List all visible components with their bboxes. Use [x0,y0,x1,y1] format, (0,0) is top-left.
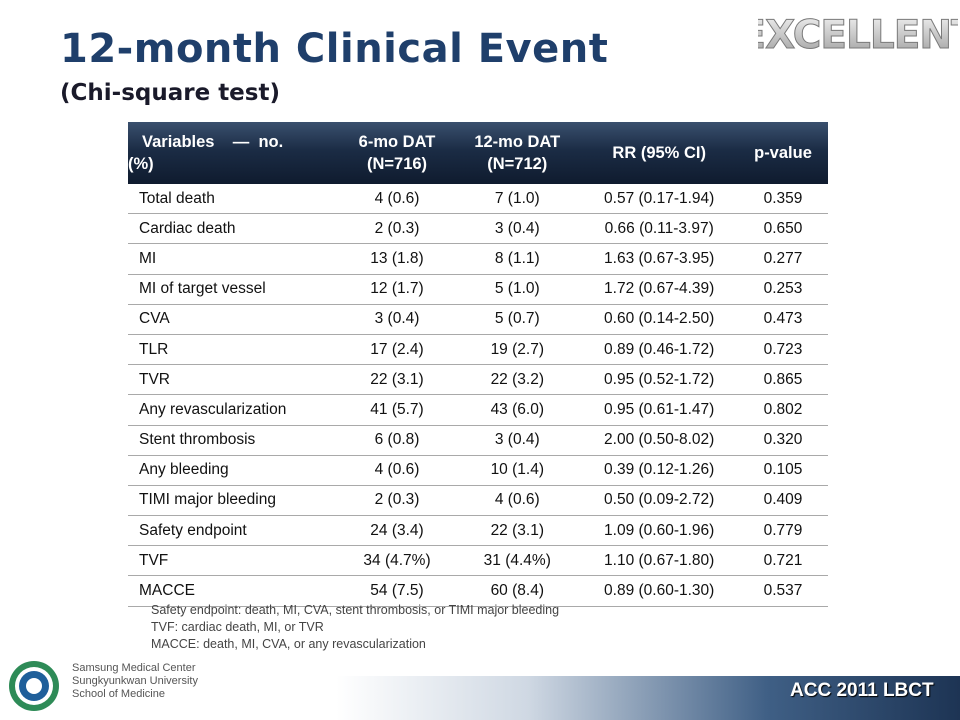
excellent-logo: EXCELLENT [758,13,958,59]
footer-bar [0,676,960,720]
table-row: Total death 4 (0.6) 7 (1.0) 0.57 (0.17-1.94… [128,184,828,215]
footnote-macce: MACCE: death, MI, CVA, or any revascular… [151,637,426,651]
footnote-tvf: TVF: cardiac death, MI, or TVR [151,620,324,634]
table-row: CVA 3 (0.4) 5 (0.7) 0.60 (0.14-2.50) 0.473 [128,304,828,335]
table-row: TVF 34 (4.7%) 31 (4.4%) 1.10 (0.67-1.80) 0.7… [128,545,828,577]
column-header-12mo: 12-mo DAT (N=712) [454,122,581,184]
column-header-variables: Variables — no. (%) [128,122,340,184]
table-row: Stent thrombosis 6 (0.8) 3 (0.4) 2.00 (0.50… [128,425,828,456]
page-subtitle: (Chi-square test) [60,80,280,106]
table-row: MI of target vessel 12 (1.7) 5 (1.0) 1.72 (… [128,274,828,305]
table-row: TIMI major bleeding 2 (0.3) 4 (0.6) 0.50 (0… [128,485,828,517]
table-row: Cardiac death 2 (0.3) 3 (0.4) 0.66 (0.11-3.… [128,213,828,245]
table-row: Safety endpoint 24 (3.4) 22 (3.1) 1.09 (0.6… [128,515,828,547]
footnotes: Safety endpoint: death, MI, CVA, stent t… [151,602,559,653]
table-row: Any revascularization 41 (5.7) 43 (6.0) 0.9… [128,394,828,426]
column-header-p: p-value [738,122,828,184]
table-row: MI 13 (1.8) 8 (1.1) 1.63 (0.67-3.95) 0.277 [128,243,828,275]
clinical-event-table: Variables — no. (%) 6-mo DAT (N=716) 12-… [128,122,828,607]
institution-line: Sungkyunkwan University [72,675,198,687]
page-title: 12-month Clinical Event [60,26,609,72]
institution-line: Samsung Medical Center [72,662,196,674]
conference-badge: ACC 2011 LBCT [790,680,934,701]
institution-block: Samsung Medical Center Sungkyunkwan Univ… [72,662,198,701]
table-row: MACCE 54 (7.5) 60 (8.4) 0.89 (0.60-1.30) 0.5… [128,575,828,607]
table-row: TLR 17 (2.4) 19 (2.7) 0.89 (0.46-1.72) 0.723 [128,334,828,366]
institution-line: School of Medicine [72,688,165,700]
svg-text:EXCELLENT: EXCELLENT [758,13,958,58]
table-header-row: Variables — no. (%) 6-mo DAT (N=716) 12-… [128,122,828,184]
footnote-safety: Safety endpoint: death, MI, CVA, stent t… [151,603,560,617]
column-header-rr: RR (95% CI) [580,122,739,184]
university-seal-icon [9,661,59,711]
table-row: Any bleeding 4 (0.6) 10 (1.4) 0.39 (0.12-1.… [128,455,828,486]
table-row: TVR 22 (3.1) 22 (3.2) 0.95 (0.52-1.72) 0.865 [128,364,828,396]
column-header-6mo: 6-mo DAT (N=716) [339,122,455,184]
